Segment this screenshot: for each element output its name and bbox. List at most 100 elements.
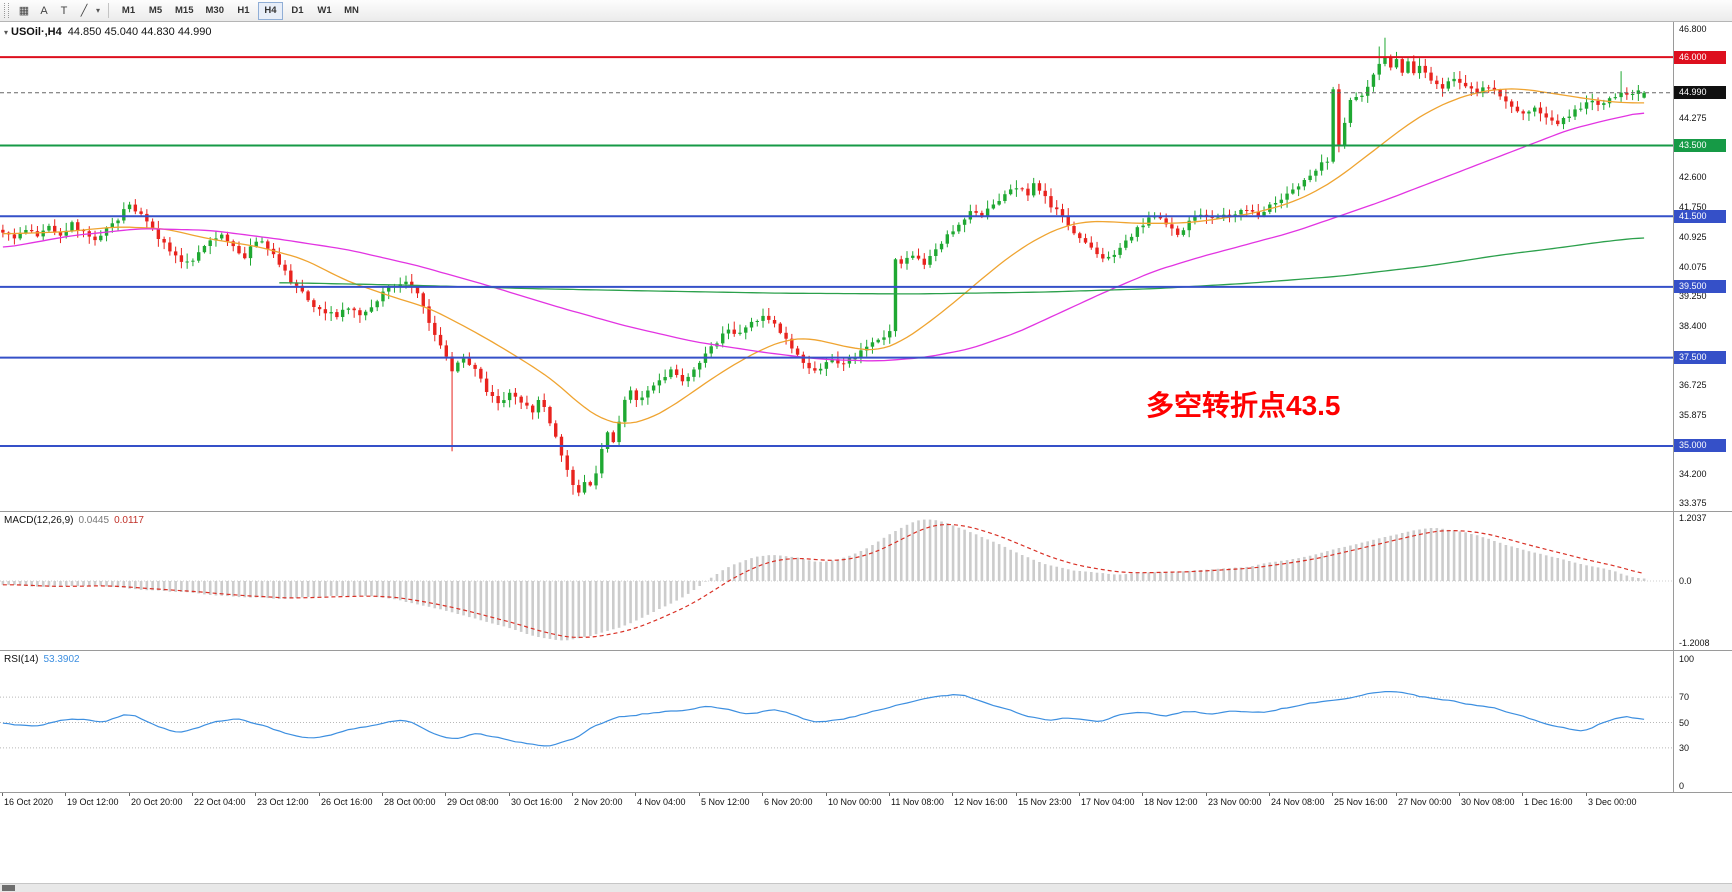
timeframe-button-h1[interactable]: H1 (237, 5, 250, 16)
candle-body (813, 368, 817, 371)
macd-chart (0, 519, 1673, 641)
candle-body (1475, 88, 1479, 94)
candle-body (1406, 61, 1410, 73)
candle-body (1089, 242, 1093, 248)
rsi-plot[interactable]: RSI(14) 53.3902 (0, 651, 1673, 792)
candle-body (611, 432, 616, 443)
toolbar-drag-handle[interactable] (4, 3, 9, 18)
candle-body (1590, 100, 1594, 103)
text-tool-icon[interactable]: T (60, 4, 68, 17)
candle-body (507, 392, 512, 401)
candle-body (605, 432, 610, 449)
timeframe-button-m30[interactable]: M30 (205, 5, 224, 16)
chart-title: ▾ USOil·,H4 44.850 45.040 44.830 44.990 (4, 26, 212, 38)
collapse-triangle-icon[interactable]: ▾ (4, 28, 9, 37)
candle-body (1429, 72, 1433, 81)
time-tick-mark (1016, 793, 1017, 796)
ohlc-values: 44.850 45.040 44.830 44.990 (67, 26, 212, 38)
rsi-axis[interactable]: 100 70 50 30 0 (1673, 651, 1732, 792)
macd-histogram (1, 519, 1646, 641)
candle-body (692, 369, 696, 377)
candle-body (438, 334, 443, 346)
timeframe-button-h4[interactable]: H4 (257, 1, 283, 20)
timeframe-button-m15[interactable]: M15 (175, 5, 194, 16)
time-tick-mark (1142, 793, 1143, 796)
timeframe-button-w1[interactable]: W1 (317, 5, 332, 16)
candle-body (1078, 233, 1082, 239)
candle-body (646, 390, 650, 398)
candle-body (864, 346, 869, 351)
candle-body (1181, 230, 1186, 235)
candle-body (1245, 210, 1249, 211)
rsi-tick-label: 30 (1679, 743, 1690, 753)
candle-body (1095, 247, 1099, 255)
candle-body (1308, 175, 1312, 180)
price-axis[interactable]: 46.800 44.275 42.600 41.750 40.925 40.075 39.2… (1673, 22, 1732, 511)
candle-body (732, 329, 736, 334)
candle-body (225, 234, 230, 242)
candle-body (767, 315, 771, 320)
candle-body (1596, 100, 1600, 105)
candle-body (939, 243, 944, 250)
time-axis[interactable]: 16 Oct 2020 19 Oct 12:00 20 Oct 20:00 22 Oc… (0, 793, 1732, 811)
trendline-tool-icon[interactable]: ╱ (80, 5, 88, 17)
candle-body (853, 358, 857, 360)
horizontal-scrollbar[interactable] (0, 883, 1732, 892)
scrollbar-thumb[interactable] (2, 885, 15, 891)
level-price-badge: 39.500 (1674, 280, 1726, 293)
timeframe-button-mn[interactable]: MN (344, 5, 359, 16)
candle-body (323, 309, 328, 314)
timeframe-button-d1[interactable]: D1 (291, 5, 304, 16)
macd-axis[interactable]: 1.2037 0.0 -1.2008 (1673, 512, 1732, 650)
candle-body (185, 261, 189, 263)
main-chart-plot[interactable]: ▾ USOil·,H4 44.850 45.040 44.830 44.990 多空… (0, 22, 1673, 511)
candle-body (554, 423, 558, 437)
candle-body (1642, 92, 1646, 98)
candle-body (81, 230, 86, 232)
price-tick-label: 44.275 (1679, 113, 1707, 123)
ma-slow-line (279, 237, 1645, 295)
candle-body (346, 308, 351, 310)
candle-body (1072, 226, 1076, 234)
candle-body (1239, 210, 1243, 215)
time-tick-mark (1396, 793, 1397, 796)
candle-body (1291, 189, 1295, 194)
timeframe-button-m5[interactable]: M5 (148, 5, 163, 16)
candle-body (899, 259, 903, 264)
candle-body (375, 301, 379, 308)
time-label: 5 Nov 12:00 (701, 797, 750, 807)
candle-body (530, 405, 535, 413)
time-tick-mark (952, 793, 953, 796)
cursor-tool-icon[interactable]: A (40, 4, 48, 17)
macd-plot[interactable]: MACD(12,26,9) 0.0445 0.0117 (0, 512, 1673, 650)
candle-body (300, 285, 305, 292)
candle-body (1060, 209, 1065, 216)
candle-body (1440, 84, 1445, 89)
candle-body (317, 307, 322, 310)
candle-body (58, 231, 63, 236)
time-label: 30 Oct 16:00 (511, 797, 563, 807)
time-tick-mark (445, 793, 446, 796)
time-tick-mark (699, 793, 700, 796)
candle-body (358, 310, 362, 316)
macd-tick-label: -1.2008 (1679, 638, 1710, 648)
candle-body (1636, 90, 1641, 94)
candle-body (1031, 183, 1036, 196)
candle-body (427, 306, 431, 323)
candle-body (35, 231, 40, 237)
candle-body (456, 362, 460, 372)
price-tick-label: 41.750 (1679, 202, 1707, 212)
candle-body (1544, 113, 1548, 118)
dropdown-caret-icon[interactable]: ▾ (96, 6, 101, 15)
candle-body (254, 241, 258, 247)
chart-layout-icon[interactable]: ▦ (18, 5, 30, 17)
timeframe-button-m1[interactable]: M1 (121, 5, 136, 16)
candle-body (818, 368, 823, 371)
candle-body (490, 392, 495, 396)
candle-body (127, 204, 132, 210)
candle-body (473, 364, 477, 369)
candle-body (882, 337, 886, 340)
candle-body (847, 358, 852, 364)
candle-body (1164, 218, 1168, 225)
